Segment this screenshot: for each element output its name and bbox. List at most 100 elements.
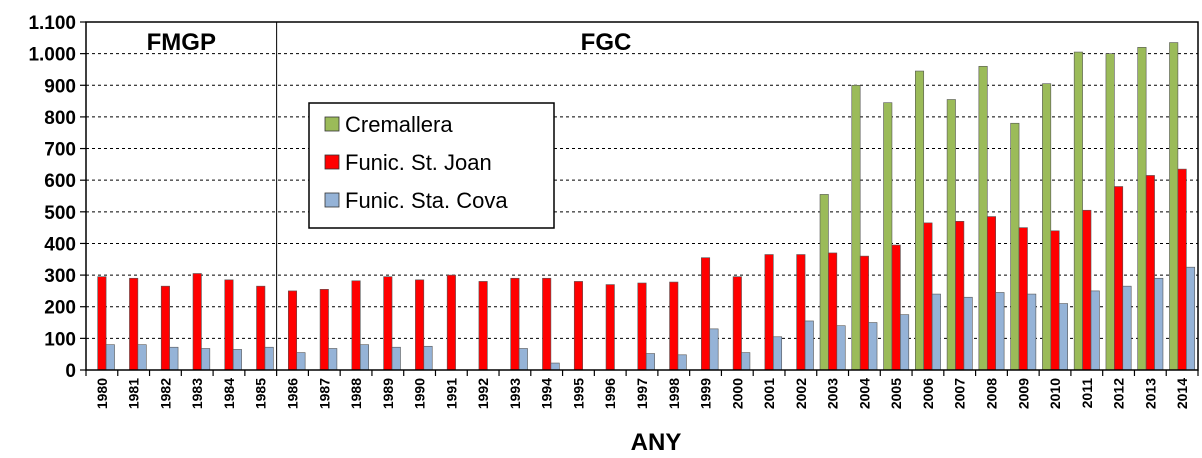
bar-funic-st-joan-2007 [955,221,965,371]
bar-funic-st-joan-2000 [732,276,742,371]
bar-funic-st-joan-2013 [1145,175,1155,371]
bar-funic-st-joan-2005 [891,244,901,371]
x-tick-label: 1988 [348,378,364,409]
bar-funic-st-joan-2012 [1114,186,1124,371]
y-tick-label: 200 [44,298,76,319]
x-tick-label: 1987 [316,378,332,409]
legend-label: Funic. St. Joan [345,150,492,175]
x-tick-label: 2002 [793,378,809,409]
bar-funic-st-joan-2001 [764,254,774,371]
bar-funic-st-joan-2014 [1177,168,1187,371]
bar-cremallera-2004 [851,84,861,371]
x-tick-label: 1994 [539,378,555,409]
bar-cremallera-2008 [978,65,988,371]
bar-funic-sta-cova-2000 [741,352,751,371]
bar-funic-st-joan-2003 [828,252,838,371]
x-tick-label: 1986 [285,378,301,409]
bar-cremallera-2014 [1169,42,1179,371]
bar-funic-st-joan-1986 [287,290,298,371]
x-tick-label: 1981 [126,378,142,409]
y-axis-ticks: 0 100 200 300 400 500 600 700 800 900 1.000 1.100 [28,13,86,382]
bar-funic-st-joan-1980 [97,276,107,371]
region-labels: FMGP FGC [147,22,632,370]
x-tick-label: 2010 [1047,378,1063,409]
bar-cremallera-2005 [883,102,893,371]
bar-funic-st-joan-1998 [669,281,679,371]
bar-funic-st-joan-1983 [192,273,202,371]
x-tick-label: 1991 [443,378,459,409]
legend-swatch [324,154,340,170]
y-tick-label: 800 [44,108,76,129]
bar-funic-sta-cova-2004 [868,322,878,371]
region-label-fgc: FGC [581,29,632,56]
y-tick-label: 1.000 [28,45,76,66]
bar-funic-st-joan-1981 [129,277,139,371]
bar-funic-sta-cova-2001 [772,336,783,371]
bar-funic-st-joan-1987 [319,289,329,371]
bar-cremallera-2007 [946,99,956,371]
bar-funic-st-joan-2002 [796,254,806,371]
x-tick-label: 1999 [698,378,714,409]
bar-funic-sta-cova-1999 [709,328,719,371]
x-tick-label: 1992 [475,378,491,409]
bar-funic-sta-cova-1989 [391,346,401,371]
bar-funic-sta-cova-1982 [169,346,179,371]
bar-funic-st-joan-1994 [542,277,552,371]
bar-funic-sta-cova-2009 [1027,293,1037,371]
bar-funic-sta-cova-1997 [645,353,655,371]
bar-funic-sta-cova-2012 [1122,285,1132,371]
bar-funic-sta-cova-2005 [900,314,910,371]
plot-border [85,21,1199,371]
bar-funic-st-joan-2011 [1082,209,1092,371]
x-tick-label: 1982 [157,378,173,409]
plot-frame [85,21,1199,371]
x-tick-label: 1984 [221,378,237,409]
bar-funic-st-joan-2006 [923,222,933,371]
bar-funic-sta-cova-2010 [1058,303,1068,371]
x-tick-label: 1990 [412,378,428,409]
x-tick-label: 2007 [952,378,968,409]
bar-funic-sta-cova-2011 [1090,290,1100,371]
bar-funic-sta-cova-1985 [264,346,274,371]
bar-funic-st-joan-1999 [701,257,711,371]
y-tick-label: 0 [65,361,76,382]
bar-funic-st-joan-2009 [1018,227,1028,371]
x-tick-label: 1997 [634,378,650,409]
y-tick-label: 700 [44,140,76,161]
bar-funic-sta-cova-2014 [1186,266,1196,371]
x-tick-label: 1989 [380,378,396,409]
x-tick-label: 1998 [666,378,682,409]
x-tick-label: 2001 [761,378,777,409]
bar-funic-st-joan-2008 [986,216,997,371]
bar-funic-sta-cova-1990 [423,345,433,371]
bar-funic-sta-cova-1998 [677,354,687,371]
x-tick-label: 2006 [920,378,936,409]
bar-funic-sta-cova-1983 [201,348,211,371]
bar-cremallera-2013 [1137,47,1147,371]
bar-funic-sta-cova-2013 [1154,277,1164,371]
x-tick-label: 2009 [1015,378,1031,409]
y-tick-label: 1.100 [28,13,76,34]
y-tick-label: 900 [44,76,76,97]
y-tick-label: 500 [44,203,76,224]
y-tick-label: 600 [44,171,76,192]
bar-funic-st-joan-1996 [605,284,615,371]
x-tick-label: 1995 [570,378,586,409]
bar-funic-st-joan-1992 [478,281,488,371]
bar-funic-st-joan-1997 [637,282,647,371]
legend-swatch [324,116,340,132]
bar-funic-st-joan-1990 [415,279,425,371]
legend-label: Cremallera [345,112,453,137]
x-tick-label: 1980 [94,378,110,409]
bar-funic-sta-cova-1981 [137,344,147,371]
x-tick-label: 2000 [729,378,745,409]
region-label-fmgp: FMGP [147,29,216,56]
x-tick-label: 2014 [1174,378,1190,409]
x-axis-ticks: 1980 1981 1982 1983 1984 1985 1986 1987 1988 1989… [85,370,1199,409]
bar-funic-sta-cova-2007 [963,296,973,371]
bars [97,42,1196,371]
bar-funic-sta-cova-2003 [836,325,846,371]
x-tick-label: 2004 [856,378,872,409]
